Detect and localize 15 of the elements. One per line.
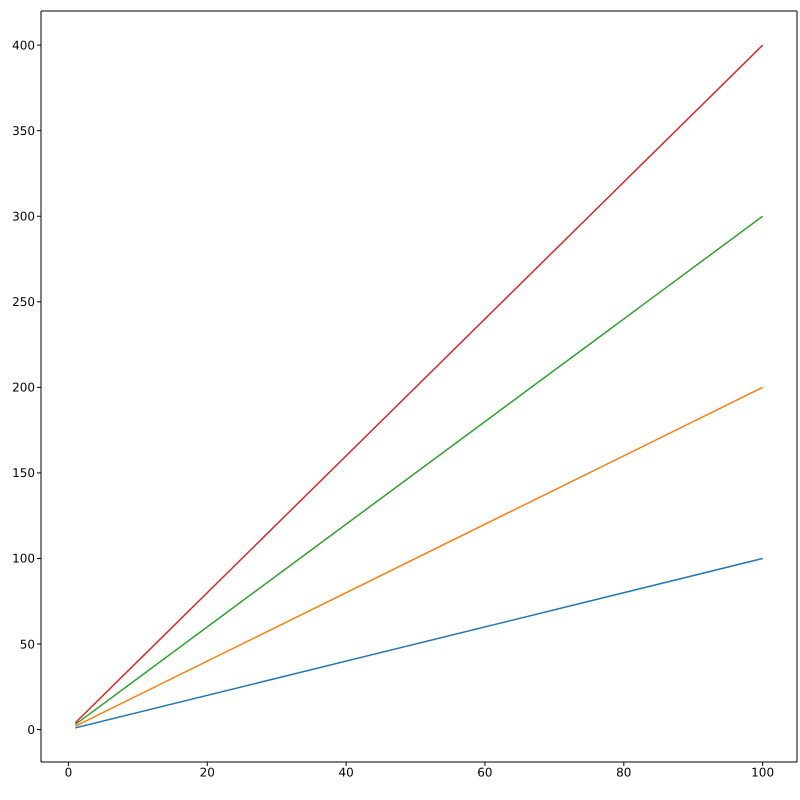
x-tick-label: 80	[616, 766, 632, 780]
x-tick-label: 60	[477, 766, 493, 780]
x-tick-label: 0	[64, 766, 72, 780]
y-tick-label: 250	[12, 295, 35, 310]
y-tick-label: 50	[20, 637, 35, 652]
y-tick-label: 150	[12, 466, 35, 480]
y-tick-label: 100	[12, 552, 35, 566]
y-tick-label: 200	[12, 380, 35, 395]
y-tick-label: 300	[12, 210, 35, 224]
x-tick-label: 20	[200, 766, 215, 780]
y-tick-label: 350	[12, 124, 35, 138]
y-tick-label: 400	[12, 38, 35, 52]
y-tick-label: 0	[27, 722, 35, 737]
x-tick-label: 100	[751, 766, 774, 780]
x-tick-label: 40	[338, 766, 354, 780]
